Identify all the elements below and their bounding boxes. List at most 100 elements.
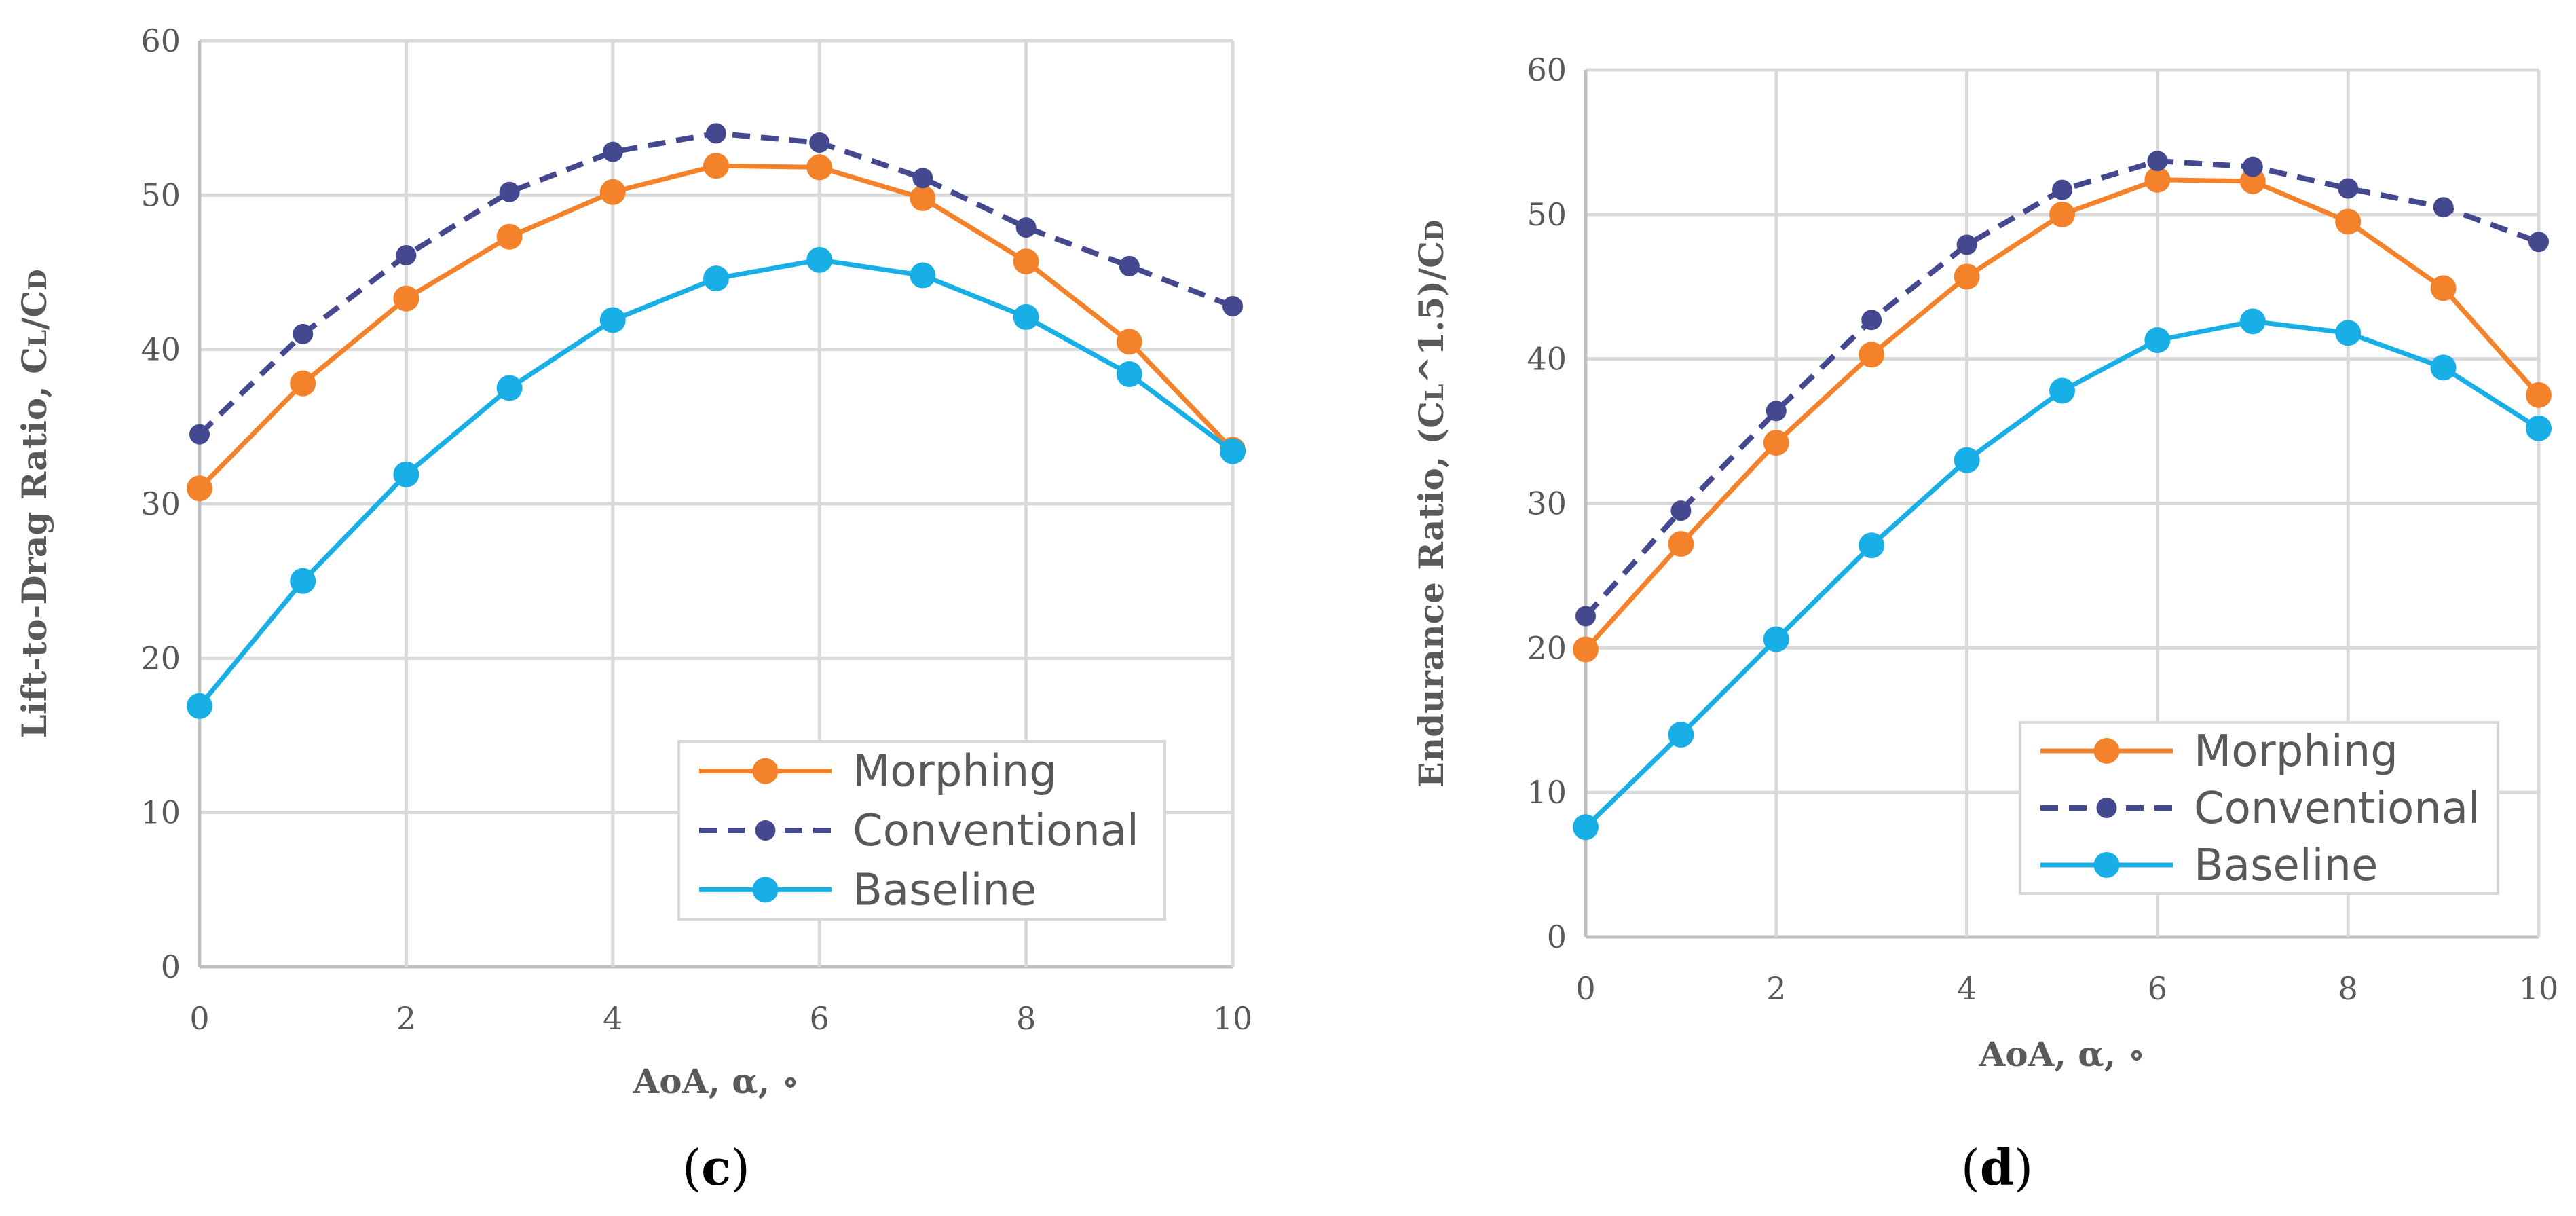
data-point [396, 244, 417, 265]
legend-label: Conventional [2194, 784, 2480, 834]
gridlines [1584, 68, 2541, 939]
data-point [1573, 636, 1599, 663]
y-tick-label: 20 [1527, 629, 1567, 666]
data-point [189, 424, 210, 445]
data-point [393, 461, 419, 487]
y-tick-label: 40 [141, 331, 181, 368]
data-point [1015, 217, 1037, 238]
y-tick-label: 30 [141, 485, 181, 522]
y-tick-label: 60 [141, 22, 181, 59]
series-baseline [1573, 308, 2552, 841]
data-point [2430, 275, 2457, 301]
series-baseline [187, 246, 1246, 719]
data-point [290, 370, 316, 397]
x-tick-label: 2 [396, 1000, 416, 1037]
x-tick-label: 0 [1575, 970, 1595, 1007]
data-point [496, 375, 523, 401]
legend-swatch-marker [752, 758, 779, 784]
x-tick-label: 4 [603, 1000, 622, 1037]
chart-panel-c: 0 10 20 30 40 50 60 0 2 4 6 8 10 AoA, α, ∘ Lift-to-Dra… [14, 22, 1252, 1196]
data-point [806, 154, 833, 181]
series-morphing [1573, 166, 2552, 663]
data-point [293, 323, 314, 344]
data-point [393, 285, 419, 312]
data-point [599, 179, 626, 205]
data-point [2242, 156, 2263, 177]
x-tick-label: 4 [1957, 970, 1977, 1007]
y-tick-label: 40 [1527, 341, 1567, 377]
series-morphing [187, 153, 1246, 502]
series-line [198, 163, 1235, 490]
y-tick-label: 50 [1527, 196, 1567, 233]
data-point [1116, 329, 1142, 355]
data-point [910, 262, 936, 289]
data-point [703, 265, 729, 292]
data-point [1222, 296, 1243, 317]
data-point [2147, 151, 2168, 172]
series-line [1584, 177, 2541, 651]
data-point [703, 153, 729, 179]
y-tick-label: 0 [1547, 919, 1567, 955]
data-point [2433, 197, 2454, 218]
data-point [1119, 255, 1140, 276]
y-tick-label: 30 [1527, 485, 1567, 522]
legend: Morphing Conventional Baseline [677, 740, 1166, 921]
x-tick-label: 6 [810, 1000, 829, 1037]
legend-label: Conventional [853, 806, 1139, 856]
panel-label: (c) [682, 1139, 750, 1196]
legend-swatch-marker [2096, 798, 2117, 818]
x-axis-title: AoA, α, ∘ [1979, 1034, 2146, 1074]
data-point [1956, 234, 1977, 255]
data-point [2526, 415, 2552, 441]
chart-panel-d: 0 10 20 30 40 50 60 0 2 4 6 8 10 AoA, α, ∘ Endurance R… [1411, 52, 2558, 1196]
x-tick-label: 8 [1016, 1000, 1036, 1037]
x-tick-label: 10 [2519, 970, 2559, 1007]
data-point [1859, 342, 1885, 368]
legend-label: Morphing [853, 747, 1057, 797]
y-tick-label: 0 [161, 948, 181, 985]
y-tick-label: 10 [141, 794, 181, 831]
data-point [2430, 354, 2457, 381]
data-point [290, 568, 316, 594]
data-point [1220, 438, 1246, 464]
y-tick-label: 60 [1527, 52, 1567, 88]
data-point [1573, 814, 1599, 841]
legend-swatch-marker [2093, 852, 2120, 878]
data-point [1859, 532, 1885, 559]
x-tick-label: 8 [2338, 970, 2358, 1007]
data-point [2528, 232, 2549, 253]
data-point [2052, 179, 2072, 200]
data-point [1954, 447, 1980, 473]
data-point [1116, 361, 1142, 388]
data-point [1763, 626, 1789, 652]
data-point [2239, 168, 2266, 194]
legend-swatch-marker [2093, 738, 2120, 764]
data-point [809, 132, 830, 153]
x-tick-label: 0 [189, 1000, 209, 1037]
x-tick-label: 6 [2148, 970, 2167, 1007]
data-point [2144, 166, 2171, 193]
data-point [499, 181, 520, 202]
legend-label: Morphing [2194, 726, 2398, 777]
data-point [706, 123, 726, 144]
legend-label: Baseline [853, 865, 1037, 915]
data-point [2526, 382, 2552, 408]
data-point [1763, 430, 1789, 456]
data-point [2049, 377, 2075, 404]
y-tick-label: 10 [1527, 774, 1567, 811]
series-conventional [189, 123, 1243, 445]
data-point [602, 141, 623, 162]
panel-label: (d) [1961, 1139, 2034, 1196]
data-point [2144, 327, 2171, 353]
data-point [1013, 248, 1039, 275]
legend-label: Baseline [2194, 841, 2378, 891]
y-tick-label: 50 [141, 177, 181, 213]
x-tick-label: 2 [1766, 970, 1786, 1007]
y-axis-title: Lift-to-Drag Ratio, CL/CD [14, 270, 54, 739]
legend-swatch-marker [752, 877, 779, 903]
data-point [2335, 208, 2362, 235]
data-point [599, 307, 626, 333]
data-point [1861, 310, 1882, 331]
legend: Morphing Conventional Baseline [2019, 721, 2499, 895]
